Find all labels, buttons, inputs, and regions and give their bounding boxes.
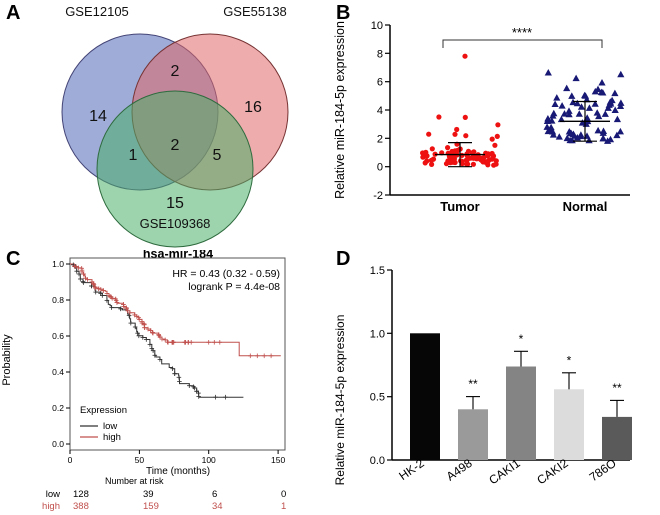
svg-text:**: ** [612, 381, 622, 395]
svg-text:10: 10 [371, 20, 383, 32]
svg-text:388: 388 [73, 501, 89, 512]
svg-text:128: 128 [73, 489, 89, 500]
svg-text:Tumor: Tumor [440, 199, 479, 214]
svg-text:low: low [46, 489, 60, 500]
svg-text:0.6: 0.6 [52, 331, 64, 341]
svg-text:8: 8 [377, 48, 383, 60]
svg-text:-2: -2 [373, 190, 383, 202]
svg-text:GSE109368: GSE109368 [140, 216, 211, 231]
svg-text:Normal: Normal [563, 199, 608, 214]
svg-text:6: 6 [377, 77, 383, 89]
svg-text:0.8: 0.8 [52, 295, 64, 305]
svg-text:GSE55138: GSE55138 [223, 4, 287, 19]
svg-text:1: 1 [281, 501, 286, 512]
svg-text:**: ** [468, 377, 478, 391]
svg-text:high: high [103, 432, 121, 443]
svg-text:0.2: 0.2 [52, 403, 64, 413]
svg-text:2: 2 [171, 137, 180, 154]
svg-text:5: 5 [213, 147, 222, 164]
svg-text:14: 14 [89, 108, 107, 125]
svg-text:2: 2 [377, 133, 383, 145]
svg-text:15: 15 [166, 195, 184, 212]
svg-text:Probability: Probability [1, 334, 13, 386]
svg-text:Expression: Expression [80, 405, 127, 416]
svg-text:0.4: 0.4 [52, 367, 64, 377]
svg-text:0: 0 [281, 489, 286, 500]
svg-text:1.0: 1.0 [52, 259, 64, 269]
svg-text:logrank P = 4.4e-08: logrank P = 4.4e-08 [188, 281, 280, 293]
svg-text:0: 0 [68, 455, 73, 465]
svg-text:0.0: 0.0 [370, 455, 385, 467]
svg-text:1.0: 1.0 [370, 328, 385, 340]
svg-text:GSE12105: GSE12105 [65, 4, 129, 19]
svg-text:0.0: 0.0 [52, 439, 64, 449]
svg-text:*: * [519, 332, 524, 346]
svg-text:6: 6 [212, 489, 217, 500]
svg-text:0.5: 0.5 [370, 392, 385, 404]
svg-text:50: 50 [135, 455, 145, 465]
svg-text:2: 2 [171, 63, 180, 80]
svg-text:1.5: 1.5 [370, 265, 385, 277]
svg-text:*: * [567, 354, 572, 368]
svg-text:Relative miR-184-5p expression: Relative miR-184-5p expression [333, 21, 347, 199]
svg-text:high: high [42, 501, 60, 512]
svg-text:Number at risk: Number at risk [105, 476, 164, 486]
svg-text:low: low [103, 421, 117, 432]
svg-text:0: 0 [377, 162, 383, 174]
svg-text:159: 159 [143, 501, 159, 512]
svg-text:****: **** [512, 25, 532, 40]
svg-text:1: 1 [129, 147, 138, 164]
svg-text:16: 16 [244, 99, 262, 116]
svg-text:100: 100 [202, 455, 216, 465]
svg-text:34: 34 [212, 501, 223, 512]
svg-text:hsa-mir-184: hsa-mir-184 [143, 250, 213, 261]
svg-text:HR = 0.43 (0.32 - 0.59): HR = 0.43 (0.32 - 0.59) [172, 268, 280, 280]
svg-text:150: 150 [271, 455, 285, 465]
svg-text:39: 39 [143, 489, 154, 500]
svg-text:Relative miR-184-5p expression: Relative miR-184-5p expression [333, 315, 347, 486]
svg-text:4: 4 [377, 105, 383, 117]
